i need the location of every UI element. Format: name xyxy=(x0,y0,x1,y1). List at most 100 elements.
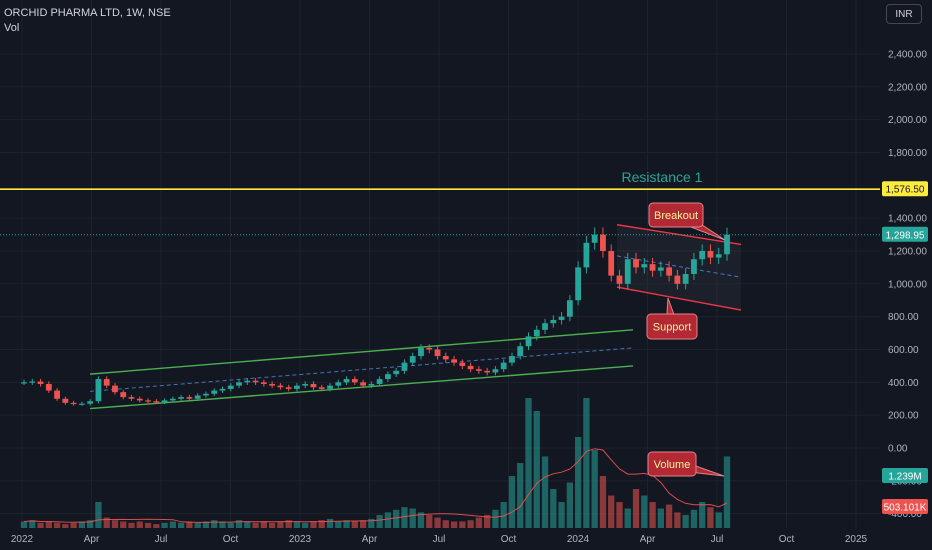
channel-lower-line xyxy=(89,365,634,410)
volume-bar xyxy=(29,520,36,528)
candle-body xyxy=(186,397,193,399)
volume-bar xyxy=(599,476,607,528)
volume-bar xyxy=(235,520,243,528)
candle-body xyxy=(699,251,706,260)
volume-bar xyxy=(434,517,441,528)
volume-badge-bg xyxy=(882,468,928,483)
candle-body xyxy=(335,382,342,386)
volume-bar xyxy=(87,520,94,528)
volume-indicator-label[interactable]: Vol xyxy=(4,22,20,34)
volume-bar xyxy=(326,518,334,528)
candle-body xyxy=(169,398,176,401)
candle-body xyxy=(120,392,127,398)
volume-bar xyxy=(169,521,177,528)
price-tick-label: -400.00 xyxy=(888,509,922,520)
volume-bar xyxy=(37,522,44,528)
volume-ma-badge: 503.101K xyxy=(884,503,927,514)
volume-bar xyxy=(715,512,722,528)
annotation-box xyxy=(647,451,697,477)
volume-bar xyxy=(409,508,416,528)
volume-bar xyxy=(95,502,102,528)
candle-body xyxy=(260,382,267,384)
candlesticks xyxy=(21,227,730,406)
candle-body xyxy=(385,374,391,380)
currency-button[interactable]: INR xyxy=(886,4,922,24)
volume-bar xyxy=(401,507,408,528)
candle-body xyxy=(95,379,102,402)
time-tick-label: Oct xyxy=(223,534,239,545)
candle-body xyxy=(103,379,110,386)
candle-body xyxy=(343,379,350,383)
resistance-price-badge-bg xyxy=(882,181,928,197)
candle-body xyxy=(219,388,226,391)
volume-bar xyxy=(20,521,28,528)
price-badges: 1,576.50 1,298.95 1.239M 503.101K xyxy=(882,181,928,514)
time-tick-label: Jul xyxy=(155,534,168,545)
volume-bar xyxy=(186,521,193,528)
time-tick-label: 2025 xyxy=(845,534,868,545)
volume-bar xyxy=(467,520,474,528)
volume-bar xyxy=(252,522,259,528)
volume-bar xyxy=(318,520,325,528)
price-tick-label: 2,000.00 xyxy=(888,115,927,126)
candle-body xyxy=(616,275,623,284)
candle-body xyxy=(128,397,135,399)
volume-bar xyxy=(484,515,491,528)
candle-body xyxy=(509,356,515,363)
price-tick-label: 400.00 xyxy=(888,378,919,389)
volume-bar xyxy=(227,522,234,528)
volume-bar xyxy=(417,512,425,528)
candle-body xyxy=(285,387,292,389)
volume-bar xyxy=(376,515,383,528)
volume-bar xyxy=(285,520,292,528)
volume-bar xyxy=(641,495,648,528)
volume-bar xyxy=(525,398,532,528)
grid xyxy=(0,0,880,528)
time-tick-label: Oct xyxy=(779,534,795,545)
volume-bar xyxy=(558,502,565,528)
volume-bar xyxy=(459,521,466,528)
volume-bar xyxy=(177,522,185,528)
time-tick-label: Apr xyxy=(640,534,656,545)
wedge-lower-line xyxy=(616,286,742,311)
candle-body xyxy=(368,383,375,386)
candle-body xyxy=(37,381,44,384)
candle-body xyxy=(161,400,168,403)
volume-bar xyxy=(608,495,615,528)
volume-bar xyxy=(665,504,673,528)
candle-body xyxy=(533,329,540,337)
candle-body xyxy=(178,397,185,399)
time-tick-label: Apr xyxy=(362,534,378,545)
candle-body xyxy=(657,267,664,271)
candle-body xyxy=(153,401,160,403)
price-axis: 2,400.00 2,200.00 2,000.00 1,800.00 1,400.00… xyxy=(888,50,927,521)
volume-bar xyxy=(632,489,640,528)
volume-bar xyxy=(492,509,499,528)
volume-bar xyxy=(343,520,350,528)
volume-bar xyxy=(517,463,524,528)
volume-bar xyxy=(649,502,656,528)
volume-bar xyxy=(393,509,400,528)
volume-badge: 1.239M xyxy=(888,472,921,483)
price-tick-label: 200.00 xyxy=(888,411,919,422)
candle-body xyxy=(558,316,565,320)
price-tick-label: 0.00 xyxy=(888,444,908,455)
volume-ma-line xyxy=(23,448,728,523)
price-tick-label: 600.00 xyxy=(888,345,919,356)
annotation-box xyxy=(646,313,698,340)
annotation-label: Support xyxy=(653,322,692,334)
candle-body xyxy=(327,385,333,389)
volume-bar xyxy=(70,522,77,528)
candle-body xyxy=(393,370,400,375)
volume-bar xyxy=(541,456,549,528)
candle-body xyxy=(21,382,27,384)
candle-body xyxy=(442,356,449,360)
rising-channel xyxy=(89,329,634,410)
candle-body xyxy=(227,385,234,389)
volume-bar xyxy=(45,521,52,528)
volume-bar xyxy=(335,521,342,528)
resistance-label: Resistance 1 xyxy=(622,169,703,185)
volume-bar xyxy=(616,502,623,528)
time-axis: 2022 Apr Jul Oct 2023 Apr Jul Oct 2024 Apr Jul Oct 2… xyxy=(11,534,868,545)
